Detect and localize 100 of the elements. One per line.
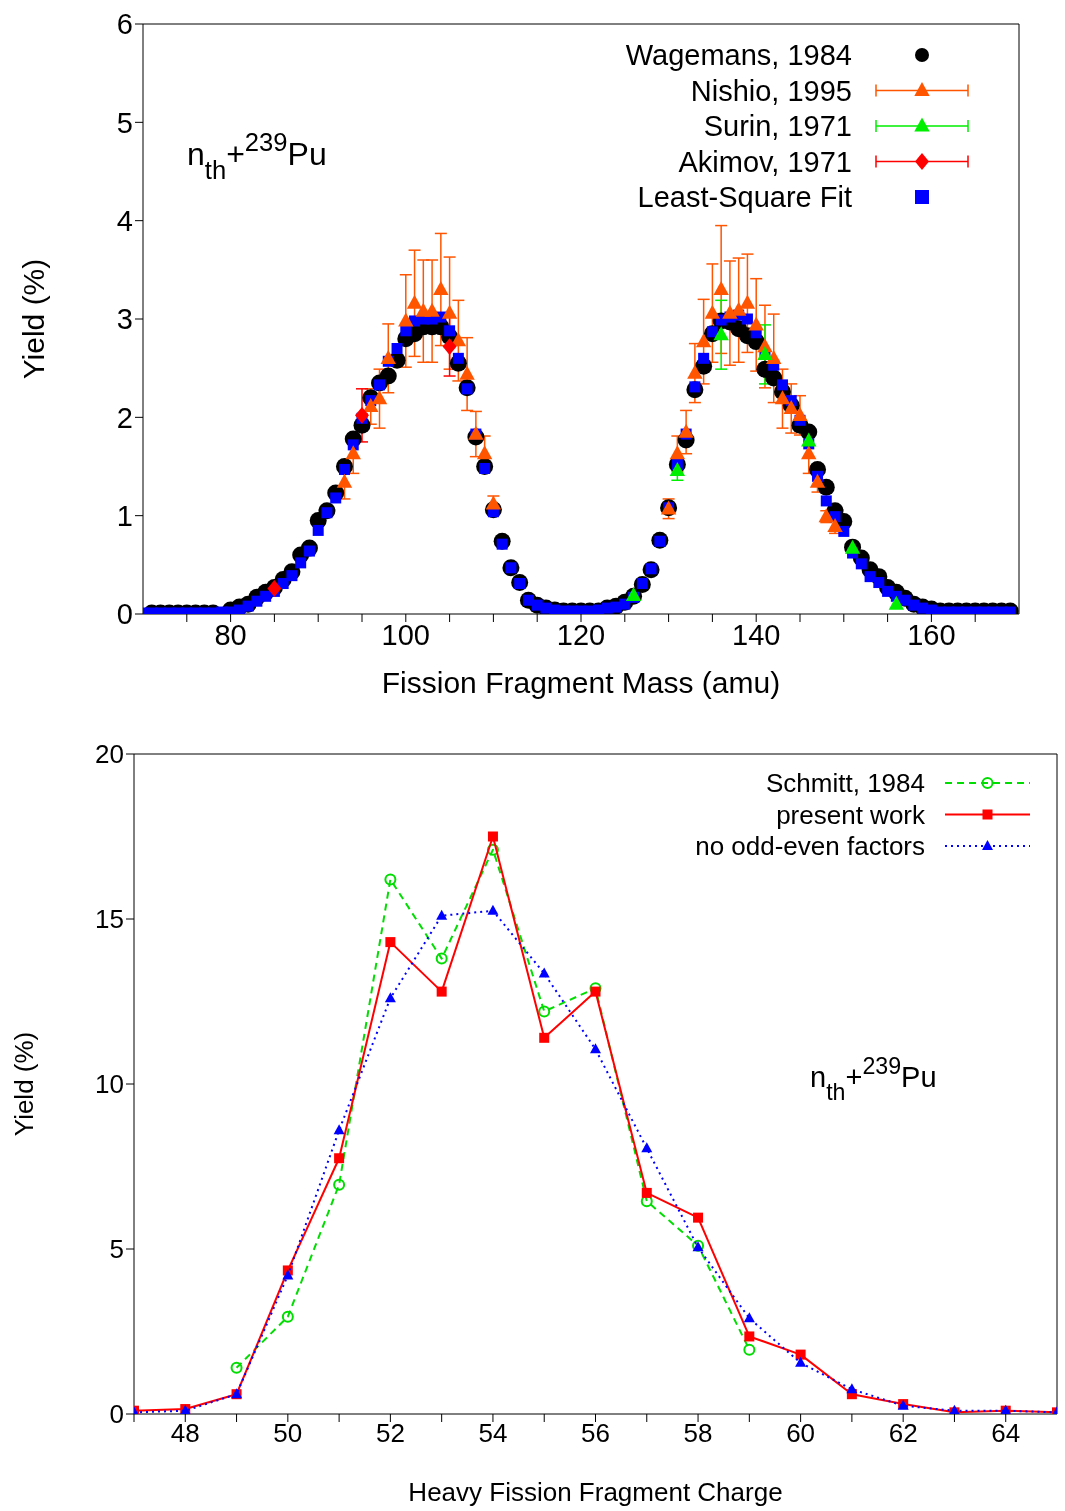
point — [766, 349, 782, 364]
y-tick-label: 6 — [116, 8, 133, 41]
point — [230, 1361, 243, 1374]
point — [801, 432, 817, 447]
point — [669, 462, 686, 477]
x-tick-label: 80 — [214, 618, 247, 651]
x-tick-label: 160 — [907, 618, 956, 651]
point — [363, 398, 379, 413]
point — [792, 406, 808, 421]
point — [538, 967, 550, 978]
x-tick-label: 100 — [381, 618, 430, 651]
point — [384, 873, 397, 886]
y-tick-label: 3 — [116, 303, 133, 336]
point — [406, 294, 423, 309]
point — [641, 1142, 653, 1153]
point — [743, 1343, 756, 1356]
point — [282, 1269, 294, 1280]
point — [744, 1331, 755, 1342]
point — [641, 1187, 652, 1198]
point — [590, 986, 601, 997]
point — [334, 1153, 345, 1164]
point — [384, 992, 396, 1003]
point — [436, 909, 448, 920]
x-tick-label: 120 — [556, 618, 606, 651]
point — [539, 1032, 550, 1043]
point — [345, 445, 361, 460]
point — [487, 831, 498, 842]
point — [433, 281, 449, 296]
point — [704, 304, 721, 319]
point — [333, 1178, 346, 1191]
y-tick-label: 4 — [116, 204, 133, 237]
point — [398, 312, 414, 327]
x-axis-title: Heavy Fission Fragment Charge — [408, 1477, 783, 1507]
point — [713, 281, 729, 296]
point — [333, 1124, 345, 1135]
legend-label: present work — [776, 799, 926, 830]
y-axis-title: Yield (%) — [16, 258, 50, 380]
point — [476, 445, 493, 460]
point — [795, 1356, 807, 1367]
point — [436, 986, 447, 997]
x-tick-label: 56 — [581, 1418, 610, 1449]
point — [801, 445, 817, 460]
legend-label: Least-Square Fit — [637, 181, 852, 213]
point — [743, 1312, 755, 1323]
point — [435, 952, 448, 965]
point — [281, 1310, 294, 1323]
x-tick-label: 52 — [375, 1418, 405, 1449]
legend-label: Wagemans, 1984 — [625, 39, 852, 71]
x-tick-label: 50 — [273, 1418, 303, 1449]
point — [371, 390, 388, 405]
point — [846, 1383, 858, 1394]
point — [590, 1043, 601, 1054]
point — [739, 294, 756, 309]
x-tick-label: 48 — [170, 1418, 200, 1449]
y-tick-label: 15 — [95, 904, 124, 935]
x-tick-label: 54 — [478, 1418, 508, 1449]
point — [336, 473, 353, 488]
point — [809, 473, 826, 488]
point — [687, 364, 703, 379]
point — [424, 302, 440, 317]
y-tick-label: 5 — [116, 106, 133, 139]
point — [486, 843, 499, 856]
point — [487, 904, 499, 915]
point — [355, 406, 369, 424]
point — [459, 365, 475, 380]
legend-label: no odd-even factors — [695, 831, 925, 861]
y-tick-label: 20 — [95, 739, 124, 770]
x-tick-label: 58 — [683, 1418, 713, 1449]
point — [713, 326, 729, 341]
point — [441, 304, 458, 319]
y-axis-title: Yield (%) — [9, 1031, 40, 1137]
x-axis-title: Fission Fragment Mass (amu) — [381, 666, 781, 699]
y-tick-label: 5 — [109, 1234, 124, 1265]
point — [538, 1005, 551, 1018]
point — [385, 937, 396, 948]
x-tick-label: 60 — [786, 1418, 816, 1449]
point — [442, 338, 457, 355]
y-tick-label: 0 — [109, 1399, 124, 1430]
point — [695, 333, 712, 348]
x-tick-label: 64 — [991, 1418, 1021, 1449]
annotation: n$_{th}$+$^{239}$Pu — [187, 128, 327, 184]
legend-label: Nishio, 1995 — [690, 74, 852, 107]
point — [625, 586, 642, 601]
y-tick-label: 1 — [116, 499, 133, 532]
y-tick-label: 2 — [116, 401, 133, 434]
y-tick-label: 0 — [116, 598, 133, 631]
legend-label: Surin, 1971 — [703, 110, 852, 142]
point — [669, 445, 686, 460]
y-tick-label: 10 — [95, 1069, 124, 1100]
legend-label: Schmitt, 1984 — [766, 768, 925, 798]
point — [774, 390, 791, 405]
point — [795, 1349, 806, 1360]
annotation: n$_{th}$+$^{239}$Pu — [810, 1053, 937, 1105]
x-tick-label: 140 — [732, 618, 781, 651]
x-tick-label: 62 — [888, 1418, 918, 1449]
point — [380, 349, 396, 364]
point — [888, 595, 905, 610]
point — [748, 316, 764, 331]
legend-label: Akimov, 1971 — [678, 145, 852, 178]
point — [693, 1212, 704, 1223]
